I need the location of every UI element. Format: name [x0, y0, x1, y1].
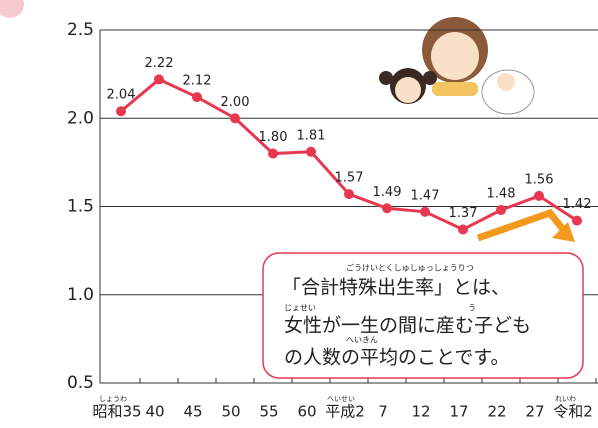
- x-ruby: へいせい: [327, 395, 355, 403]
- data-label: 1.42: [563, 197, 592, 212]
- illustration: [0, 0, 535, 115]
- data-label: 2.22: [145, 56, 174, 71]
- x-tick-label: 60: [297, 403, 316, 421]
- ruby: へいきん: [346, 336, 378, 345]
- point: [116, 106, 126, 117]
- x-tick-label: 55: [259, 403, 278, 421]
- annotation-box: [262, 252, 584, 379]
- data-label: 1.48: [487, 187, 516, 202]
- x-tick-label: 22: [487, 403, 506, 421]
- y-tick-label: 1.5: [67, 197, 94, 217]
- y-tick-label: 0.5: [67, 373, 94, 393]
- x-tick-label: 12: [411, 403, 430, 421]
- y-tick-label: 2.5: [67, 20, 94, 40]
- point: [420, 206, 430, 217]
- x-tick-label: 平成2: [325, 403, 365, 421]
- arrow: [476, 208, 568, 242]
- data-label: 2.00: [221, 95, 250, 110]
- point: [572, 215, 582, 226]
- point: [458, 224, 468, 235]
- data-label: 1.37: [449, 206, 478, 221]
- annotation-line: の人数の平均のことです。: [284, 347, 510, 369]
- ruby: ごうけいとくしゅしゅっしょうりつ: [346, 263, 474, 273]
- point: [382, 203, 392, 214]
- ruby: じょせい: [284, 304, 316, 313]
- annotation-line: 「合計特殊出生率」とは、: [282, 277, 510, 299]
- point: [154, 74, 164, 85]
- arrow-head: [552, 222, 575, 242]
- x-tick-label: 令和2: [553, 403, 593, 421]
- data-label: 1.57: [335, 171, 364, 186]
- x-tick-label: 昭和35: [92, 403, 141, 421]
- y-tick-label: 2.0: [67, 108, 94, 128]
- data-label: 2.04: [107, 88, 136, 103]
- data-label: 1.47: [411, 188, 440, 203]
- point: [192, 92, 202, 103]
- x-tick-label: 50: [221, 403, 240, 421]
- point: [534, 190, 544, 201]
- point: [306, 146, 316, 157]
- annotation-line: 女性が一生の間に産む子ども: [284, 315, 531, 337]
- x-tick-label: 17: [449, 403, 468, 421]
- data-label: 1.81: [297, 128, 326, 143]
- x-ruby: れいわ: [555, 395, 576, 403]
- ruby: う: [468, 304, 476, 313]
- x-tick-label: 27: [525, 403, 544, 421]
- x-tick-label: 7: [378, 403, 388, 421]
- data-label: 1.56: [525, 172, 554, 187]
- point: [230, 113, 240, 124]
- x-ruby: しょうわ: [99, 395, 127, 403]
- point: [496, 205, 506, 216]
- y-tick-label: 1.0: [67, 285, 94, 305]
- point: [268, 148, 278, 159]
- point: [344, 189, 354, 200]
- data-label: 1.80: [259, 130, 288, 145]
- x-tick-label: 45: [183, 403, 202, 421]
- data-label: 2.12: [183, 74, 212, 89]
- data-label: 1.49: [373, 185, 402, 200]
- x-tick-label: 40: [145, 403, 164, 421]
